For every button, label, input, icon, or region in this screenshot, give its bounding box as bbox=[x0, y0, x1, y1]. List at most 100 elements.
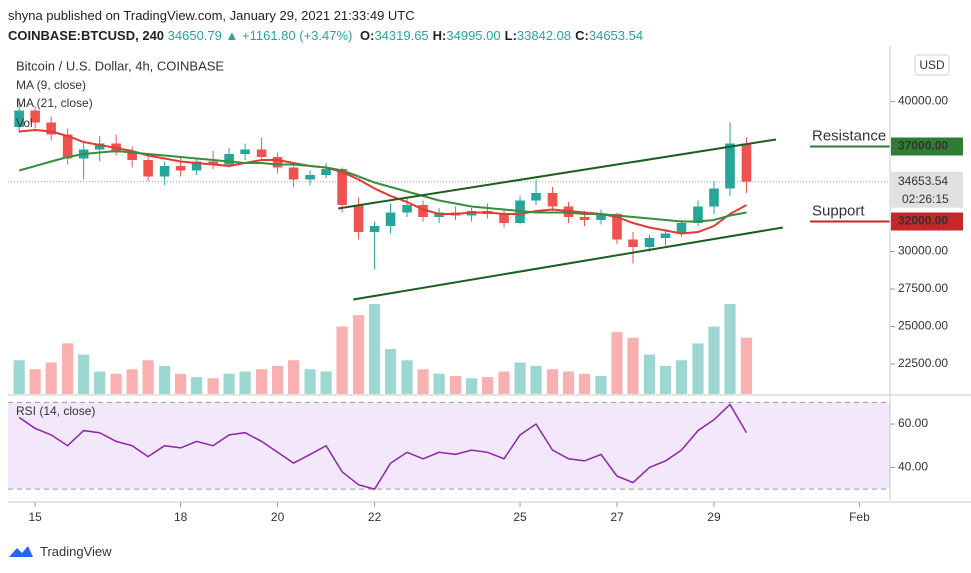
publisher: shyna published on TradingView.com, Janu… bbox=[8, 8, 415, 23]
arrow: ▲ bbox=[225, 28, 239, 43]
volume-bar bbox=[611, 332, 623, 394]
ohlc-key: C: bbox=[575, 28, 589, 43]
volume-bar bbox=[449, 376, 462, 394]
candle-body bbox=[159, 166, 170, 177]
y-tick-label: 40000.00 bbox=[898, 94, 948, 108]
candle-body bbox=[644, 238, 655, 247]
ohlc-key: L: bbox=[504, 28, 517, 43]
volume-bar bbox=[336, 326, 348, 394]
ma-line bbox=[18, 149, 747, 223]
volume-bar bbox=[659, 365, 672, 394]
volume-bar bbox=[207, 378, 219, 394]
volume-bar bbox=[368, 304, 381, 394]
countdown: 02:26:15 bbox=[902, 192, 949, 206]
rsi-line bbox=[18, 403, 748, 490]
candle-body bbox=[596, 214, 606, 220]
ohlc-value: 34653.54 bbox=[588, 28, 644, 43]
candle-body bbox=[547, 193, 558, 207]
volume-bar bbox=[287, 360, 300, 394]
volume-bar bbox=[433, 373, 445, 394]
volume-bar bbox=[627, 337, 639, 394]
candle-body bbox=[725, 143, 735, 189]
volume-bar bbox=[498, 371, 510, 394]
legend-label: MA (9, close) bbox=[16, 78, 86, 92]
change: +1161.80 (+3.47%) bbox=[242, 28, 353, 43]
candle-body bbox=[30, 110, 40, 123]
header: shyna published on TradingView.com, Janu… bbox=[8, 6, 643, 46]
volume-bar bbox=[110, 373, 122, 394]
volume-bar bbox=[304, 369, 316, 394]
currency-label: USD bbox=[919, 58, 945, 72]
level-value: 37000.00 bbox=[898, 139, 948, 153]
volume-bar bbox=[692, 343, 704, 394]
quote-line: COINBASE:BTCUSD, 240 34650.79 ▲ +1161.80… bbox=[8, 26, 643, 46]
volume-bar bbox=[191, 377, 203, 394]
candle-body bbox=[499, 214, 509, 223]
candle-body bbox=[531, 193, 541, 201]
candle-body bbox=[46, 122, 56, 135]
volume-bar bbox=[740, 337, 753, 394]
candle-body bbox=[240, 149, 250, 154]
volume-bar bbox=[62, 343, 74, 394]
volume-bar bbox=[530, 365, 542, 394]
candle-body bbox=[127, 152, 137, 160]
ohlc-value: 33842.08 bbox=[516, 28, 572, 43]
volume-bar bbox=[578, 373, 591, 394]
y-tick-label: 30000.00 bbox=[898, 244, 948, 258]
ohlc-key: O: bbox=[359, 28, 375, 43]
currency-button[interactable] bbox=[914, 54, 950, 76]
y-tick-label: 22500.00 bbox=[898, 356, 948, 370]
volume-bar bbox=[142, 360, 154, 394]
footer: TradingView bbox=[8, 543, 112, 559]
volume-bar bbox=[13, 360, 25, 394]
candle-body bbox=[660, 233, 671, 238]
volume-bar bbox=[126, 369, 138, 394]
candle-body bbox=[402, 205, 412, 213]
volume-bar bbox=[514, 362, 526, 394]
volume-bar bbox=[239, 371, 251, 394]
candle-body bbox=[709, 188, 719, 207]
last-price-box bbox=[891, 171, 963, 208]
volume-bar bbox=[481, 377, 494, 394]
channel-line bbox=[353, 226, 784, 301]
candle-body bbox=[579, 217, 590, 220]
volume-bar bbox=[223, 373, 235, 394]
volume-bar bbox=[643, 354, 656, 394]
ohlc-value: 34319.65 bbox=[374, 28, 429, 43]
candle-body bbox=[175, 166, 186, 171]
legend-label: MA (21, close) bbox=[16, 96, 93, 110]
candle-body bbox=[628, 239, 638, 247]
volume-bar bbox=[675, 360, 688, 394]
ohlc: O:34319.65 H:34995.00 L:33842.08 C:34653.54 bbox=[356, 28, 643, 43]
x-tick-label: 18 bbox=[174, 510, 188, 524]
level-box bbox=[891, 137, 963, 156]
volume-bar bbox=[29, 369, 41, 394]
volume-bar bbox=[159, 365, 171, 394]
volume-bar bbox=[546, 369, 559, 394]
volume-bar bbox=[724, 304, 736, 394]
volume-bar bbox=[384, 349, 397, 394]
level-name: Support bbox=[812, 202, 865, 219]
level-box bbox=[891, 212, 963, 231]
candle-body bbox=[208, 161, 218, 165]
volume-bar bbox=[417, 369, 429, 394]
x-tick-label: 22 bbox=[368, 510, 382, 524]
volume-bar bbox=[45, 362, 57, 394]
volume-bar bbox=[708, 326, 720, 394]
candle-body bbox=[676, 223, 687, 234]
candle-body bbox=[337, 169, 347, 205]
price-layer bbox=[14, 98, 784, 490]
candle-body bbox=[224, 154, 234, 165]
volume-bar bbox=[175, 373, 187, 394]
y-tick-label: 25000.00 bbox=[898, 319, 948, 333]
x-tick-label: 20 bbox=[271, 510, 285, 524]
symbol: COINBASE:BTCUSD, 240 bbox=[8, 28, 165, 43]
x-tick-label: 25 bbox=[513, 510, 527, 524]
candle-body bbox=[191, 161, 202, 171]
candle-body bbox=[272, 157, 283, 168]
candle-body bbox=[94, 143, 105, 150]
x-tick-label: 15 bbox=[28, 510, 42, 524]
candle-body bbox=[353, 205, 364, 232]
